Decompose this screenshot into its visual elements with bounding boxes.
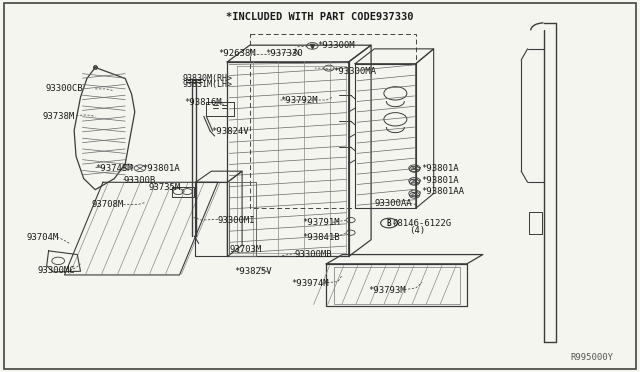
Text: *93825V: *93825V (234, 267, 271, 276)
Text: *93801A: *93801A (143, 164, 180, 173)
Text: *93974M: *93974M (291, 279, 329, 288)
Text: 93708M: 93708M (92, 200, 124, 209)
Text: *93300M: *93300M (317, 41, 355, 50)
Text: *93824V: *93824V (211, 126, 249, 136)
Text: *93801AA: *93801AA (421, 187, 464, 196)
Text: *93793M: *93793M (368, 286, 406, 295)
Text: *93792M: *93792M (280, 96, 318, 105)
Text: *92638M: *92638M (218, 49, 255, 58)
Text: 93735M: 93735M (149, 183, 181, 192)
Text: 93831M(LH>: 93831M(LH> (182, 80, 233, 89)
Text: *937330: *937330 (266, 49, 303, 58)
Text: 93703M: 93703M (229, 245, 262, 254)
Text: *93791M: *93791M (302, 218, 340, 227)
Text: 93300B: 93300B (124, 176, 156, 185)
Text: (4): (4) (410, 225, 426, 235)
Text: R995000Y: R995000Y (571, 353, 614, 362)
Text: *93841B: *93841B (302, 233, 340, 243)
Text: 93300CB: 93300CB (45, 84, 83, 93)
Text: 08146-6122G: 08146-6122G (393, 219, 452, 228)
Text: 93738M: 93738M (42, 112, 74, 121)
Text: B: B (387, 219, 391, 228)
Text: 93300MC: 93300MC (38, 266, 76, 275)
Text: 93300AA: 93300AA (374, 199, 412, 208)
Text: 93300MI: 93300MI (218, 216, 255, 225)
Text: 93300MB: 93300MB (294, 250, 332, 259)
Text: *93816M: *93816M (184, 98, 222, 107)
Text: *93748M: *93748M (95, 164, 133, 173)
Text: *93801A: *93801A (421, 164, 458, 173)
Text: *93801A: *93801A (421, 176, 458, 185)
Text: *INCLUDED WITH PART CODE937330: *INCLUDED WITH PART CODE937330 (227, 12, 413, 22)
Text: *93300MA: *93300MA (333, 67, 376, 76)
Text: 93830M(RH>: 93830M(RH> (182, 74, 233, 83)
Text: 93704M: 93704M (26, 232, 58, 242)
